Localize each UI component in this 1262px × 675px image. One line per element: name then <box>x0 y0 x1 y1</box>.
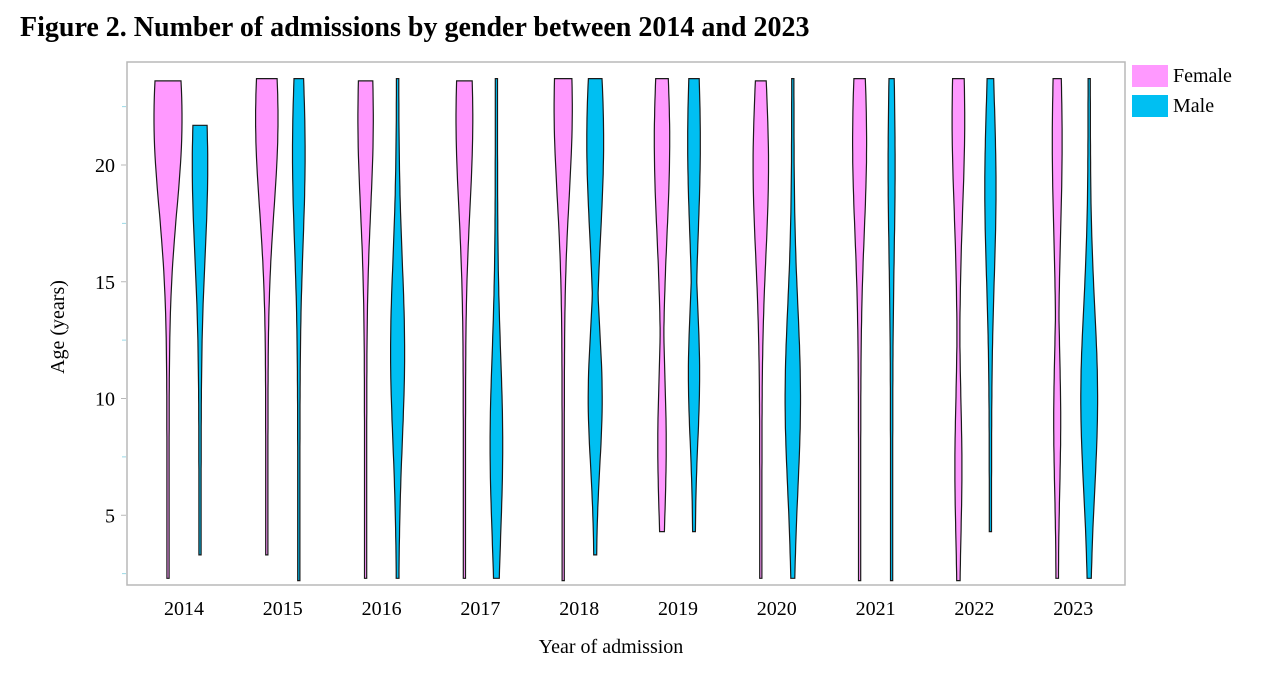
violin-male-2020 <box>784 78 802 579</box>
x-axis-label: Year of admission <box>539 636 684 658</box>
y-tick-label-5: 5 <box>105 505 115 527</box>
violin-male-2022 <box>984 78 997 533</box>
violin-male-2017 <box>489 78 504 579</box>
violin-male-2023 <box>1080 78 1099 579</box>
y-axis: 5 10 15 20 <box>95 106 126 575</box>
legend-label-male: Male <box>1173 94 1215 117</box>
violin-female-2023 <box>1051 78 1063 579</box>
x-tick-label-2021: 2021 <box>856 598 896 620</box>
y-tick-label-10: 10 <box>95 389 115 411</box>
violin-female-2014 <box>153 80 183 579</box>
violin-female-2022 <box>951 78 966 582</box>
legend-item-male: Male <box>1132 92 1232 120</box>
chart-title: Figure 2. Number of admissions by gender… <box>20 12 810 43</box>
legend-swatch-male <box>1132 95 1168 117</box>
violin-male-2016 <box>390 78 406 579</box>
violin-male-2021 <box>887 78 896 582</box>
violins-group <box>153 78 1099 582</box>
violin-female-2017 <box>455 80 474 579</box>
x-tick-label-2023: 2023 <box>1053 598 1093 620</box>
violin-male-2018 <box>586 78 605 556</box>
x-tick-label-2014: 2014 <box>164 598 204 620</box>
x-tick-label-2017: 2017 <box>460 598 500 620</box>
legend-label-female: Female <box>1173 64 1232 87</box>
violin-male-2019 <box>687 78 701 533</box>
violin-male-2014 <box>191 124 209 556</box>
violin-female-2019 <box>653 78 671 533</box>
violin-female-2020 <box>752 80 770 579</box>
x-tick-label-2022: 2022 <box>954 598 994 620</box>
x-tick-label-2018: 2018 <box>559 598 599 620</box>
violin-female-2018 <box>553 78 573 582</box>
y-tick-label-15: 15 <box>95 272 115 294</box>
violin-male-2015 <box>291 78 306 582</box>
legend: Female Male <box>1132 62 1232 122</box>
x-tick-label-2015: 2015 <box>263 598 303 620</box>
legend-swatch-female <box>1132 65 1168 87</box>
legend-item-female: Female <box>1132 62 1232 90</box>
x-tick-label-2020: 2020 <box>757 598 797 620</box>
x-axis: 2014 2015 2016 2017 2018 2019 2020 2021 2022 2023 <box>164 598 1093 620</box>
x-tick-label-2019: 2019 <box>658 598 698 620</box>
violin-female-2015 <box>255 78 279 556</box>
violin-female-2021 <box>852 78 868 582</box>
y-axis-label: Age (years) <box>47 280 69 374</box>
y-tick-label-20: 20 <box>95 155 115 177</box>
violin-female-2016 <box>357 80 374 579</box>
x-tick-label-2016: 2016 <box>362 598 402 620</box>
